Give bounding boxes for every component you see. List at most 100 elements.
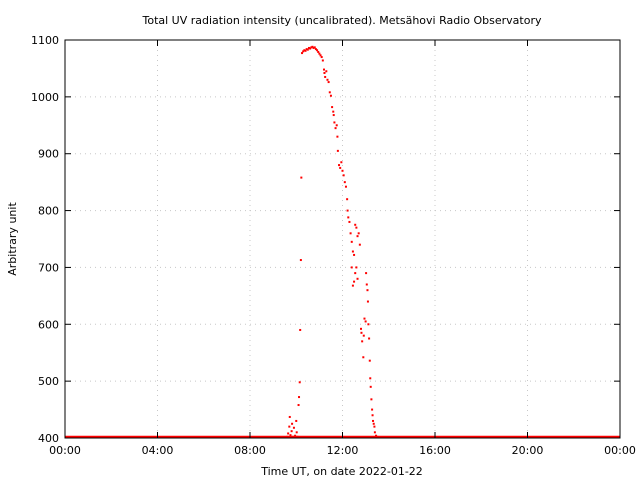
y-axis-label: Arbitrary unit [6,202,19,276]
y-tick-label: 1000 [31,91,59,104]
data-point [365,283,368,286]
data-point [314,48,317,51]
data-point [358,243,361,246]
data-point [320,56,323,59]
data-point [355,226,358,229]
data-point [336,149,339,152]
data-point [360,331,363,334]
data-point [364,320,367,323]
data-point [327,81,330,84]
data-point [292,426,295,429]
data-point [336,135,339,138]
data-point [376,435,379,438]
data-point [321,59,324,62]
data-point [295,431,298,434]
data-point [341,169,344,172]
data-point [304,49,307,52]
data-point [324,75,327,78]
data-point [377,436,380,439]
data-point [373,431,376,434]
data-point [365,272,368,275]
data-point [299,259,302,262]
x-tick-label: 20:00 [512,444,544,457]
data-point [302,50,305,53]
data-point [340,161,343,164]
data-point [317,50,320,53]
data-point [346,198,349,201]
data-point [307,46,310,49]
data-point [344,185,347,188]
data-point [326,78,329,81]
data-point [369,385,372,388]
data-point [351,250,354,253]
data-point [372,422,375,425]
data-point [325,70,328,73]
data-point [311,45,314,48]
y-tick-label: 400 [38,432,59,445]
data-point [310,46,313,49]
data-point [369,377,372,380]
y-tick-label: 500 [38,375,59,388]
data-points [286,45,380,439]
data-point [373,425,376,428]
x-tick-label: 08:00 [234,444,266,457]
data-point [349,232,352,235]
data-point [333,121,336,124]
data-point [316,49,319,52]
data-point [343,181,346,184]
data-point [309,47,312,50]
data-point [319,54,322,57]
data-point [360,327,362,330]
data-point [287,432,290,435]
data-point [288,425,291,428]
data-point [291,422,294,425]
data-point [335,124,338,127]
data-point [371,414,374,417]
data-point [371,408,374,411]
data-point [328,91,331,94]
data-point [362,334,365,337]
data-point [298,396,301,399]
chart-title: Total UV radiation intensity (uncalibrat… [142,14,542,27]
data-point [372,419,375,422]
x-tick-label: 16:00 [419,444,451,457]
data-point [361,340,364,343]
data-point [339,166,342,169]
data-point [334,127,337,130]
data-point [303,49,306,52]
data-point [295,419,298,422]
data-point [356,277,359,280]
data-point [331,106,334,109]
data-point [347,216,350,219]
data-point [305,48,308,51]
data-point [290,430,293,433]
data-point [296,435,299,438]
x-axis-ticks: 00:00 04:00 08:00 12:00 16:00 20:00 00:00 [49,40,636,457]
y-tick-label: 1100 [31,34,59,47]
data-point [353,280,356,283]
y-tick-label: 700 [38,261,59,274]
data-point [346,209,349,212]
data-point [354,272,357,275]
x-axis-label: Time UT, on date 2022-01-22 [260,465,423,478]
data-point [355,266,358,269]
data-point [366,289,369,292]
data-point [368,359,371,362]
data-point [300,176,303,179]
data-point [368,337,371,340]
data-point [313,46,316,49]
data-point [350,266,353,269]
data-point [323,68,325,71]
data-point [362,356,365,359]
x-tick-label: 00:00 [604,444,636,457]
data-point [348,220,351,223]
data-point [332,114,335,117]
y-axis-ticks: 400 500 600 700 800 900 1000 1100 [31,34,620,445]
data-point [318,52,321,55]
data-point [329,94,332,97]
data-point [294,434,297,437]
data-point [370,398,373,401]
data-point [375,434,378,437]
